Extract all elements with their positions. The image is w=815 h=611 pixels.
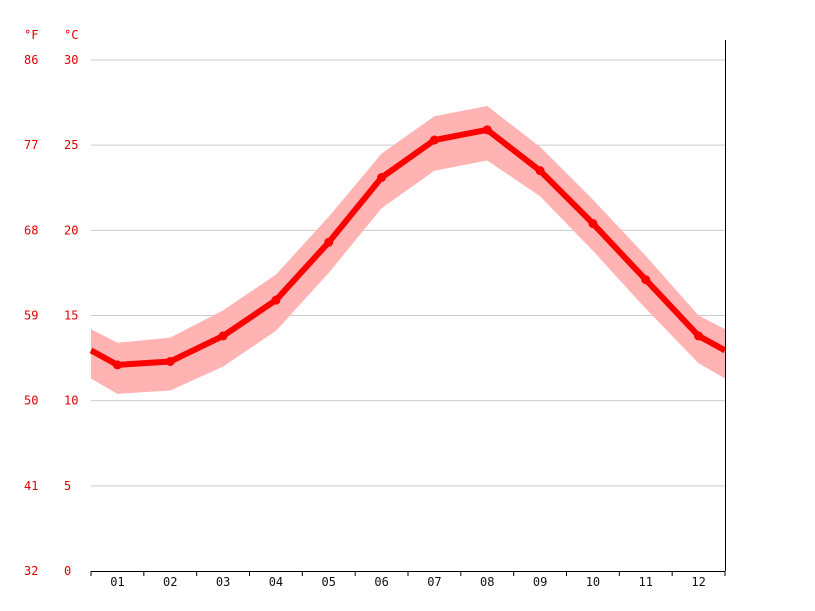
celsius-tick-5: 5 [64,479,71,493]
celsius-tick-25: 25 [64,138,78,152]
mean-point-02 [165,356,175,366]
mean-point-06 [377,173,387,183]
month-label-03: 03 [216,575,230,589]
month-label-04: 04 [269,575,283,589]
mean-temperature-line [89,126,727,368]
month-label-09: 09 [533,575,547,589]
mean-temperature-points [112,125,704,370]
mean-point-12 [694,331,704,341]
month-label-06: 06 [374,575,388,589]
axes [90,40,726,576]
month-label-01: 01 [110,575,124,589]
month-label-10: 10 [586,575,600,589]
month-label-11: 11 [639,575,653,589]
mean-point-04 [271,295,281,305]
fahrenheit-tick-68: 68 [24,223,38,237]
mean-point-11 [641,275,651,285]
month-tick-labels: 01 02 03 04 05 06 07 08 09 10 11 12 [110,575,706,589]
month-label-05: 05 [322,575,336,589]
mean-point-08 [482,125,492,135]
fahrenheit-unit-label: °F [24,28,38,42]
celsius-tick-20: 20 [64,223,78,237]
temperature-range-area [91,105,725,394]
month-label-12: 12 [691,575,705,589]
fahrenheit-tick-77: 77 [24,138,38,152]
temperature-range-band [91,105,725,394]
mean-point-03 [218,331,228,341]
fahrenheit-tick-32: 32 [24,564,38,578]
mean-point-05 [324,237,334,247]
celsius-tick-15: 15 [64,309,78,323]
celsius-tick-labels: 0 5 10 15 20 25 30 [64,53,78,578]
fahrenheit-tick-50: 50 [24,394,38,408]
celsius-tick-30: 30 [64,53,78,67]
month-label-02: 02 [163,575,177,589]
celsius-tick-0: 0 [64,564,71,578]
fahrenheit-tick-59: 59 [24,309,38,323]
mean-point-01 [112,360,122,370]
fahrenheit-tick-86: 86 [24,53,38,67]
celsius-unit-label: °C [64,28,78,42]
fahrenheit-tick-labels: 32 41 50 59 68 77 86 [24,53,38,578]
mean-point-07 [429,135,439,145]
mean-point-09 [535,166,545,176]
celsius-tick-10: 10 [64,394,78,408]
mean-line-path [89,126,727,368]
month-label-08: 08 [480,575,494,589]
fahrenheit-tick-41: 41 [24,479,38,493]
month-label-07: 07 [427,575,441,589]
mean-point-10 [588,219,598,229]
